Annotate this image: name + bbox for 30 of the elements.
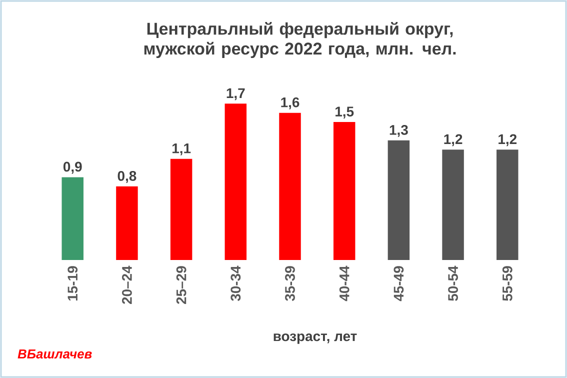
data-label: 1,6	[281, 97, 300, 110]
x-tick-label: 40-44	[339, 266, 350, 302]
data-label: 1,3	[390, 124, 408, 137]
bar	[333, 122, 356, 260]
bar	[170, 158, 192, 260]
data-label: 1,7	[226, 88, 245, 100]
x-tick-label: 55-59	[502, 266, 512, 301]
bar	[496, 150, 518, 260]
data-label: 0,8	[118, 170, 136, 183]
data-label: 1,2	[444, 134, 462, 146]
bar	[62, 177, 84, 260]
bar	[442, 150, 464, 260]
x-tick-label: 45-49	[394, 266, 404, 302]
text: ВБашлачев	[18, 349, 92, 359]
x-tick-label: 35-39	[285, 266, 295, 302]
data-label: 1,5	[336, 106, 354, 119]
x-tick-label: 30-34	[230, 266, 241, 302]
x-axis-title: возраст, лет	[274, 334, 357, 344]
data-label: 1,2	[498, 134, 517, 146]
x-tick-label: 20–24	[122, 266, 132, 304]
x-tick-label: 50-54	[448, 266, 458, 301]
data-label: 1,1	[172, 144, 191, 156]
bar	[388, 140, 410, 260]
bar	[116, 186, 138, 260]
bar	[224, 104, 247, 260]
x-tick-label: 25–29	[176, 266, 186, 304]
x-tick-label: 15-19	[68, 266, 78, 300]
chart-title: Центральлный федеральный округ, мужской ресурс 2022 года, млн. чел.	[144, 22, 456, 58]
bar	[279, 112, 301, 260]
data-label: 0,9	[63, 162, 82, 174]
